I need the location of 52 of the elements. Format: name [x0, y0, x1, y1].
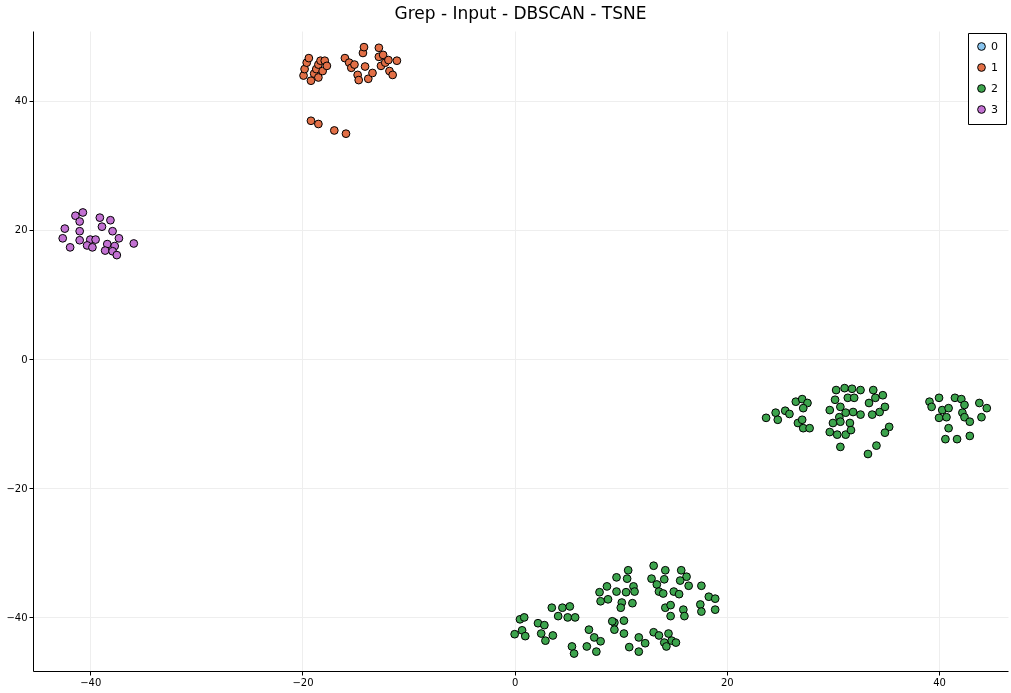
point	[100, 246, 110, 255]
point	[97, 222, 107, 232]
y-tick-label: 0	[21, 353, 28, 365]
point	[114, 233, 124, 243]
point	[363, 74, 373, 84]
point	[88, 242, 97, 252]
point	[314, 73, 323, 82]
point	[306, 116, 316, 126]
point	[392, 56, 402, 66]
point	[354, 75, 364, 85]
x-tick-label: −20	[292, 676, 314, 688]
x-tick-label: 40	[933, 676, 946, 688]
point	[341, 129, 351, 139]
point	[304, 53, 314, 63]
point	[75, 217, 85, 226]
x-tick-label: −40	[80, 676, 102, 688]
y-tick-label: −40	[6, 611, 28, 623]
point	[360, 62, 370, 71]
point	[368, 68, 377, 78]
point	[314, 119, 323, 129]
y-tick-label: 20	[14, 224, 28, 236]
legend-label: 2	[991, 81, 998, 95]
x-tick-label: 20	[720, 676, 734, 688]
point	[129, 239, 139, 248]
y-tick-label: 40	[14, 95, 28, 107]
chart-title: Grep - Input - DBSCAN - TSNE	[394, 3, 647, 23]
point	[329, 126, 339, 135]
point	[378, 50, 388, 60]
point	[91, 235, 100, 244]
point	[71, 211, 80, 221]
point	[78, 208, 88, 217]
point	[374, 43, 384, 53]
point	[60, 224, 70, 233]
point	[322, 61, 332, 71]
x-tick-label: 0	[511, 676, 519, 688]
legend-label: 0	[991, 39, 998, 53]
point	[106, 215, 115, 225]
legend-label: 3	[991, 102, 998, 116]
point	[306, 76, 316, 86]
point	[65, 242, 75, 252]
y-tick-label: −20	[6, 482, 28, 494]
point	[95, 213, 105, 223]
point	[359, 42, 369, 52]
point	[112, 250, 122, 260]
point	[384, 55, 393, 65]
point	[388, 70, 398, 80]
point	[58, 233, 68, 243]
point	[75, 226, 85, 236]
legend-label: 1	[991, 60, 998, 74]
point	[108, 226, 117, 236]
point	[75, 235, 85, 245]
point	[350, 60, 359, 69]
